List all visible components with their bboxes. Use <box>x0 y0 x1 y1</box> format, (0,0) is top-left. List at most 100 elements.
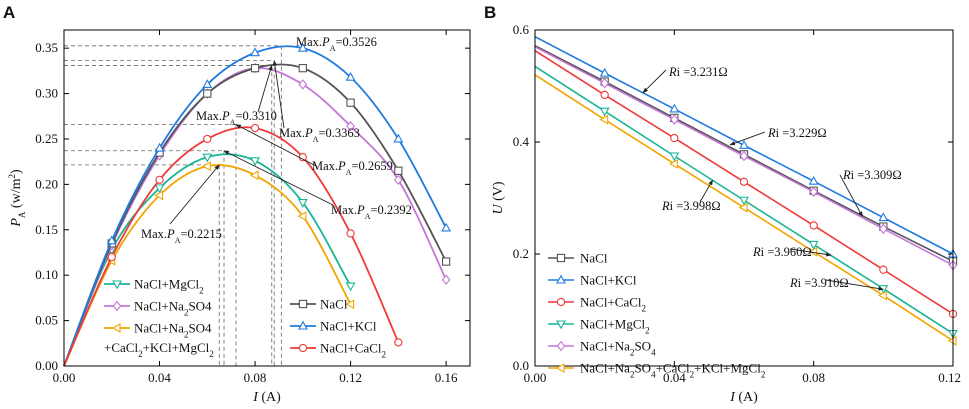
chart-panel-a: 0.00 0.04 0.08 0.12 0.16 0.00 0.05 0.10 0.15 0.20… <box>7 29 471 405</box>
y-tick-label: 0.05 <box>35 313 58 328</box>
y-tick-label: 0.0 <box>513 358 529 373</box>
legend-marker <box>556 340 566 352</box>
y-tick-label: 0.15 <box>35 222 58 237</box>
series-0 <box>63 153 356 367</box>
panel-b-label: B <box>484 3 496 22</box>
data-point <box>809 221 818 230</box>
data-point <box>201 161 211 172</box>
series-4 <box>534 46 958 271</box>
data-point <box>441 222 452 232</box>
y-tick-label: 0.10 <box>35 267 58 282</box>
legend-label: NaCl+MgCl2 <box>580 317 650 336</box>
series-3 <box>63 63 451 367</box>
x-axis-title: I (A) <box>252 390 281 405</box>
data-point <box>154 184 165 194</box>
legend-b: NaCl NaCl+KCl NaCl+CaCl2 NaCl+MgCl2 NaCl+Na2… <box>548 251 765 380</box>
data-point <box>879 265 888 274</box>
data-point <box>297 42 308 52</box>
y-tick-label: 0.30 <box>35 86 58 101</box>
data-point <box>297 211 307 222</box>
data-point <box>739 150 749 162</box>
legend-marker <box>298 320 308 330</box>
annotation-arrow <box>789 248 832 257</box>
y-tick-label: 0.6 <box>513 22 530 37</box>
max-power-annotation: Max.PA=0.3363 <box>279 126 360 144</box>
series-4 <box>63 42 452 367</box>
data-point <box>106 235 117 245</box>
data-point <box>878 212 889 222</box>
series-2 <box>63 161 355 367</box>
y-tick-label: 0.00 <box>35 358 58 373</box>
x-tick-label: 0.00 <box>53 370 76 385</box>
plot-frame <box>63 29 471 367</box>
annotations: Ri =3.231Ω Ri =3.229Ω Ri =3.309Ω Ri =3.998Ω… <box>642 65 902 291</box>
data-point <box>600 77 609 89</box>
data-point <box>346 98 355 107</box>
resistance-annotation: Ri =3.998Ω <box>661 199 721 213</box>
legend-label: NaCl+Na2SO4 <box>134 321 212 340</box>
data-point <box>878 290 887 301</box>
y-tick-label: 0.35 <box>35 40 58 55</box>
x-tick-label: 0.16 <box>435 370 458 385</box>
data-point <box>670 133 679 143</box>
data-point <box>155 175 164 184</box>
data-point <box>107 252 116 262</box>
annotation-arrow <box>825 279 884 291</box>
max-power-annotation: Max.PA=0.3310 <box>196 109 277 127</box>
data-point <box>670 114 679 125</box>
data-point <box>739 196 749 206</box>
data-point <box>441 274 451 285</box>
legend-marker <box>555 363 565 373</box>
data-point <box>345 71 356 81</box>
series-line-4 <box>63 45 447 367</box>
data-point <box>808 246 818 257</box>
data-point <box>203 134 212 144</box>
data-point <box>738 202 748 213</box>
legend-marker <box>112 280 122 290</box>
legend-label: NaCl+CaCl2 <box>580 295 646 314</box>
data-point <box>202 79 213 89</box>
data-point <box>599 114 609 125</box>
max-power-annotation: Max.PA=0.2659 <box>312 159 393 177</box>
panel-a-label: A <box>3 3 15 22</box>
x-tick-label: 0.12 <box>938 370 961 385</box>
plot-frame <box>534 29 954 367</box>
data-point <box>298 79 308 90</box>
max-guides <box>64 45 282 366</box>
legend-label: NaCl+Na2SO4+CaCl2+KCl+MgCl2 <box>580 361 765 380</box>
data-point <box>739 177 749 186</box>
data-point <box>202 153 213 163</box>
legend-label-line2: +CaCl2+KCl+MgCl2 <box>104 340 214 359</box>
annotation-arrow <box>257 64 273 113</box>
data-point <box>250 123 260 133</box>
data-point <box>739 140 749 149</box>
data-point <box>345 299 355 310</box>
data-point <box>298 63 307 73</box>
resistance-annotation: Ri =3.229Ω <box>767 126 827 140</box>
data-point <box>297 198 308 208</box>
y-tick-label: 0.20 <box>35 176 58 191</box>
data-point <box>669 152 680 162</box>
data-point <box>154 190 164 201</box>
resistance-annotation: Ri =3.910Ω <box>789 276 849 290</box>
data-point <box>394 338 403 347</box>
data-point <box>249 170 259 181</box>
annotation-arrow <box>839 174 863 217</box>
y-tick-label: 0.25 <box>35 131 58 146</box>
data-point <box>250 47 260 57</box>
legend-a: NaCl+MgCl2NaCl+Na2SO4NaCl+Na2SO4+CaCl2+K… <box>104 277 386 360</box>
annotation-arrow <box>729 131 766 146</box>
legend-marker <box>556 253 566 263</box>
max-power-annotation: Max.PA=0.2215 <box>141 227 222 245</box>
data-point <box>393 133 404 143</box>
data-point <box>599 67 610 77</box>
data-point <box>809 186 818 198</box>
legend-marker <box>111 323 121 333</box>
series-1 <box>534 36 958 258</box>
x-axis-title: I (A) <box>729 390 758 405</box>
annotation-arrow <box>642 69 667 94</box>
data-point <box>600 90 609 100</box>
legend-label: NaCl+Na2SO4 <box>134 299 212 318</box>
